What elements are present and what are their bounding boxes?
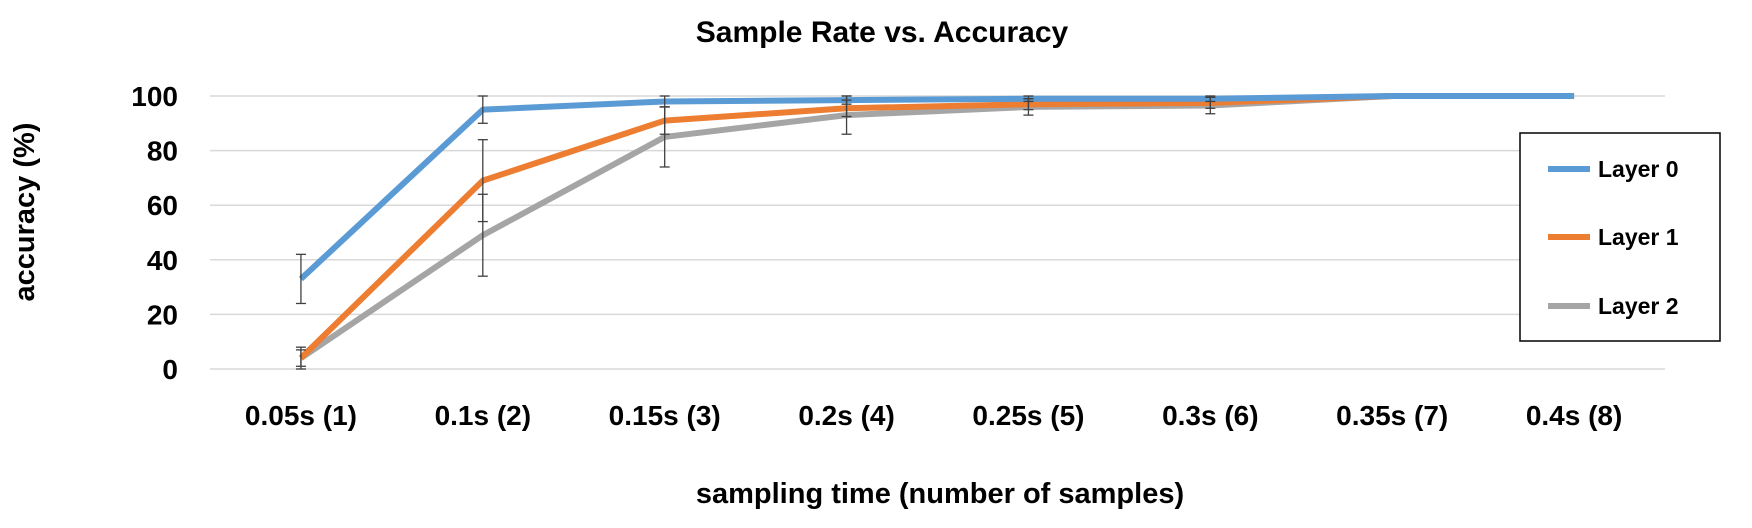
- x-tick-label: 0.1s (2): [435, 400, 532, 431]
- gridlines: [210, 95, 1665, 370]
- x-tick-label: 0.2s (4): [798, 400, 895, 431]
- series-line: [298, 93, 1575, 282]
- y-tick-label: 20: [147, 299, 178, 330]
- x-tick-label: 0.05s (1): [245, 400, 357, 431]
- y-tick-label: 100: [131, 81, 178, 112]
- x-tick-label: 0.25s (5): [972, 400, 1084, 431]
- error-bars-1: [295, 96, 1216, 370]
- error-bars-2: [295, 95, 1216, 367]
- x-tick-label: 0.15s (3): [609, 400, 721, 431]
- legend-label: Layer 1: [1598, 224, 1679, 250]
- series-group: [295, 93, 1575, 370]
- y-axis-ticks: 0 20 40 60 80 100: [131, 81, 178, 385]
- y-axis-title: accuracy (%): [9, 123, 41, 302]
- y-tick-label: 80: [147, 136, 178, 167]
- legend-label: Layer 2: [1598, 293, 1679, 319]
- chart-title: Sample Rate vs. Accuracy: [696, 16, 1069, 49]
- series-line: [299, 93, 1575, 361]
- series-2: [299, 93, 1575, 361]
- series-0: [298, 93, 1575, 282]
- x-tick-label: 0.35s (7): [1336, 400, 1448, 431]
- x-axis-ticks: 0.05s (1) 0.1s (2) 0.15s (3) 0.2s (4) 0.25s …: [245, 400, 1622, 431]
- x-tick-label: 0.4s (8): [1526, 400, 1623, 431]
- y-tick-label: 40: [147, 245, 178, 276]
- legend-label: Layer 0: [1598, 156, 1679, 182]
- y-tick-label: 60: [147, 190, 178, 221]
- legend: Layer 0 Layer 1 Layer 2: [1519, 132, 1721, 342]
- y-tick-label: 0: [162, 354, 178, 385]
- x-tick-label: 0.3s (6): [1162, 400, 1259, 431]
- x-axis-title: sampling time (number of samples): [696, 478, 1184, 510]
